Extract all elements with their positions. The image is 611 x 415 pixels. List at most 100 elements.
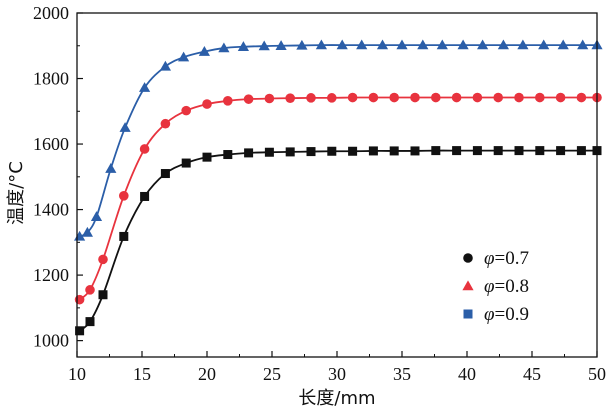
legend-label: φ=0.7 (484, 248, 529, 269)
data-point (306, 147, 316, 157)
data-point (493, 92, 504, 103)
x-tick-label: 20 (198, 364, 216, 384)
series-group (74, 39, 603, 241)
data-point (159, 60, 171, 71)
data-point (556, 146, 566, 156)
data-point (75, 326, 85, 336)
data-point (223, 96, 233, 106)
data-point (417, 39, 429, 50)
data-point (98, 290, 108, 300)
legend-symbol: φ (484, 248, 495, 269)
data-point (472, 146, 482, 156)
data-point (181, 158, 191, 168)
data-point (218, 42, 230, 53)
data-point (119, 191, 129, 201)
x-tick-label: 40 (458, 364, 476, 384)
data-point (555, 92, 566, 103)
legend-value: =0.9 (495, 304, 529, 325)
data-point (306, 93, 316, 103)
data-point (368, 146, 378, 156)
data-point (181, 105, 191, 116)
data-point (538, 39, 550, 50)
data-point (576, 92, 587, 103)
data-point (140, 191, 150, 201)
data-point (477, 39, 489, 50)
data-point (376, 39, 389, 50)
data-point (577, 39, 589, 50)
data-point (576, 146, 586, 156)
data-point (457, 39, 469, 50)
y-axis-title: 温度/°C (6, 161, 27, 225)
data-point (514, 146, 524, 156)
data-point (472, 92, 483, 103)
data-point (81, 226, 93, 237)
data-point (396, 39, 408, 50)
data-point (296, 39, 308, 50)
y-tick-label: 1800 (33, 69, 69, 89)
data-point (244, 148, 254, 158)
x-tick-label: 30 (328, 364, 346, 384)
data-point (160, 118, 171, 129)
data-point (90, 211, 103, 221)
data-point (237, 41, 249, 51)
data-point (198, 46, 210, 56)
data-point (514, 92, 524, 103)
data-point (431, 146, 441, 156)
data-point (285, 147, 295, 157)
data-point (517, 39, 529, 50)
data-point (452, 146, 462, 156)
legend: φ=0.7φ=0.8φ=0.9 (462, 248, 529, 325)
data-point (535, 92, 545, 103)
data-point (497, 39, 509, 50)
series-line (79, 44, 598, 238)
legend-symbol: φ (484, 276, 495, 297)
y-tick-label: 2000 (33, 3, 69, 23)
data-point (368, 92, 379, 103)
series-layer (74, 39, 603, 336)
data-point (264, 93, 275, 104)
data-point (119, 122, 131, 132)
y-tick-label: 1400 (33, 200, 69, 220)
data-point (243, 94, 254, 104)
data-point (74, 294, 85, 305)
x-tick-label: 15 (133, 364, 151, 384)
x-tick-label: 25 (263, 364, 281, 384)
legend-marker (462, 280, 474, 291)
data-point (202, 99, 212, 109)
data-point (389, 146, 399, 156)
x-tick-label: 45 (523, 364, 541, 384)
data-point (139, 82, 151, 92)
legend-symbol: φ (484, 304, 495, 325)
x-tick-label: 50 (588, 364, 606, 384)
data-point (557, 39, 569, 50)
legend-label: φ=0.8 (484, 276, 529, 297)
data-point (493, 146, 503, 156)
data-point (285, 93, 296, 103)
data-point (535, 146, 545, 156)
data-point (336, 39, 348, 50)
data-point (202, 152, 212, 162)
series-line (78, 96, 597, 301)
legend-value: =0.7 (495, 248, 529, 269)
data-point (451, 92, 462, 103)
legend-marker (463, 309, 473, 319)
legend-marker (463, 253, 473, 263)
data-point (85, 285, 95, 295)
data-point (105, 163, 117, 173)
data-point (98, 254, 108, 265)
data-point (178, 51, 190, 62)
data-point (348, 146, 358, 156)
data-point (410, 146, 420, 156)
x-tick-label: 35 (393, 364, 411, 384)
tick-layer: 10 15 20 25 30 35 40 45 50 1000 1200 1400 1600 1800 20… (33, 3, 606, 384)
data-point (431, 92, 441, 103)
data-point (327, 93, 337, 103)
x-axis-title: 长度/mm (298, 388, 375, 409)
data-point (410, 92, 420, 103)
y-tick-label: 1200 (33, 265, 69, 285)
data-point (315, 39, 327, 50)
data-point (139, 144, 150, 154)
x-tick-label: 10 (68, 364, 86, 384)
data-point (223, 150, 233, 160)
